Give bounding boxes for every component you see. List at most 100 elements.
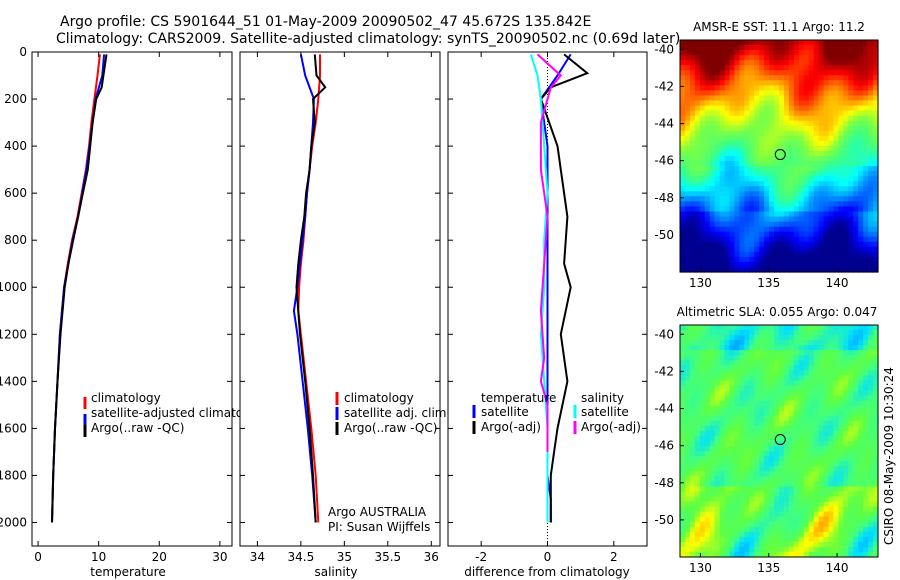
map-cell	[853, 345, 859, 351]
map-cell	[813, 226, 820, 233]
map-cell	[729, 466, 736, 472]
map-cell	[704, 541, 711, 548]
map-cell	[833, 60, 839, 66]
map-cell	[744, 246, 750, 253]
map-cell	[858, 385, 864, 392]
map-cell	[704, 95, 711, 102]
map-cell	[853, 140, 859, 147]
map-cell	[769, 340, 775, 346]
map-cell	[759, 226, 765, 233]
map-cell	[843, 115, 849, 122]
map-cell	[714, 360, 721, 366]
map-cell	[823, 501, 830, 508]
map-cell	[739, 390, 745, 397]
map-cell	[769, 541, 775, 548]
map-cell	[833, 491, 839, 498]
map-cell	[724, 430, 731, 437]
map-cell	[858, 375, 864, 382]
map-cell	[843, 60, 849, 66]
map-cell	[793, 501, 800, 508]
map-cell	[724, 120, 731, 127]
map-cell	[858, 191, 864, 197]
map-cell	[853, 120, 859, 127]
map-cell	[709, 451, 716, 457]
map-cell	[818, 231, 825, 238]
map-cell	[739, 135, 745, 142]
map-cell	[868, 360, 874, 366]
map-cell	[823, 390, 830, 397]
map-cell	[699, 325, 706, 331]
map-cell	[838, 395, 844, 402]
map-cell	[689, 135, 696, 142]
map-cell	[694, 370, 701, 377]
map-cell	[769, 140, 775, 147]
map-cell	[729, 150, 736, 157]
map-cell	[739, 350, 745, 356]
map-cell	[724, 85, 731, 92]
map-cell	[848, 171, 854, 177]
map-cell	[858, 176, 864, 182]
map-cell	[709, 501, 716, 508]
map-cell	[739, 201, 745, 208]
map-cell	[863, 451, 869, 457]
map-cell	[808, 350, 815, 356]
map-cell	[813, 130, 820, 137]
map-cell	[779, 335, 785, 341]
map-cell	[833, 501, 839, 508]
map-cell	[828, 350, 835, 356]
map-cell	[833, 135, 839, 142]
map-cell	[843, 380, 849, 387]
map-cell	[848, 261, 854, 268]
map-cell	[868, 251, 874, 258]
map-cell	[818, 206, 825, 213]
map-cell	[868, 90, 874, 97]
map-cell	[759, 511, 765, 518]
map-cell	[774, 466, 780, 472]
map-cell	[764, 256, 770, 263]
map-cell	[858, 506, 864, 513]
map-cell	[833, 481, 839, 487]
map-cell	[818, 400, 825, 407]
map-cell	[788, 380, 795, 387]
map-cell	[788, 135, 795, 142]
map-cell	[793, 451, 800, 457]
map-cell	[803, 266, 810, 273]
map-cell	[808, 486, 815, 493]
map-cell	[709, 246, 716, 253]
map-cell	[754, 150, 760, 157]
map-cell	[803, 410, 810, 417]
map-cell	[858, 201, 864, 208]
map-cell	[709, 476, 716, 482]
map-cell	[828, 261, 835, 268]
map-cell	[783, 120, 790, 127]
map-cell	[828, 536, 835, 543]
map-cell	[724, 405, 731, 412]
map-cell	[764, 430, 770, 437]
map-cell	[689, 266, 696, 273]
map-cell	[734, 491, 740, 498]
map-cell	[828, 171, 835, 177]
map-cell	[848, 410, 854, 417]
map-cell	[873, 45, 879, 51]
map-cell	[729, 140, 736, 147]
map-cell	[734, 241, 740, 248]
map-cell	[779, 481, 785, 487]
map-cell	[813, 466, 820, 472]
map-cell	[680, 125, 686, 132]
map-cell	[793, 491, 800, 498]
map-cell	[684, 541, 691, 548]
map-cell	[709, 216, 716, 223]
map-cell	[739, 551, 745, 558]
map-cell	[769, 501, 775, 508]
map-cell	[714, 330, 721, 336]
map-cell	[808, 110, 815, 117]
map-cell	[684, 511, 691, 518]
map-cell	[858, 501, 864, 508]
map-cell	[709, 390, 716, 397]
map-cell	[793, 55, 800, 61]
map-cell	[739, 451, 745, 457]
map-cell	[863, 65, 869, 71]
map-cell	[843, 196, 849, 202]
map-cell	[764, 330, 770, 336]
map-cell	[818, 150, 825, 157]
